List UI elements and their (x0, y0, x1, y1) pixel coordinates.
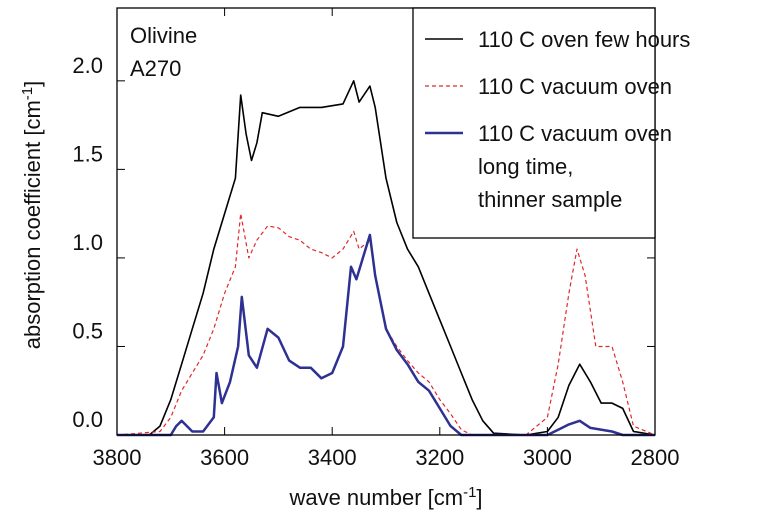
legend-label: 110 C oven few hours (478, 27, 690, 52)
y-axis-label-part: ] (20, 81, 45, 87)
y-axis-label-part: -1 (19, 87, 36, 100)
y-tick-label: 2.0 (72, 53, 103, 78)
y-tick-label: 1.0 (72, 230, 103, 255)
x-tick-label: 2800 (631, 445, 680, 470)
x-tick-label: 3800 (93, 445, 142, 470)
annotation: A270 (130, 56, 181, 81)
series-line (116, 213, 656, 436)
y-tick-label: 0.5 (72, 318, 103, 343)
x-tick-label: 3400 (308, 445, 357, 470)
legend-label: 110 C vacuum oven (478, 74, 672, 99)
y-axis-label: absorption coefficient [cm-1] (19, 81, 46, 350)
annotation: Olivine (130, 23, 197, 48)
legend-label: long time, (478, 154, 573, 179)
x-axis-label-part: ] (476, 485, 482, 510)
legend-box (412, 7, 656, 239)
x-axis-label-part: wave number [cm (288, 485, 463, 510)
series-line (117, 80, 656, 436)
x-tick-label: 3000 (523, 445, 572, 470)
y-tick-label: 1.5 (72, 141, 103, 166)
x-tick-label: 3200 (415, 445, 464, 470)
legend-label: thinner sample (478, 187, 622, 212)
y-tick-label: 0.0 (72, 407, 103, 432)
y-axis-label-part: absorption coefficient [cm (20, 100, 45, 349)
legend-label: 110 C vacuum oven (478, 121, 672, 146)
x-tick-label: 3600 (200, 445, 249, 470)
x-axis-label-part: -1 (463, 484, 476, 501)
series-line (117, 233, 655, 437)
x-axis-label: wave number [cm-1] (288, 484, 482, 511)
